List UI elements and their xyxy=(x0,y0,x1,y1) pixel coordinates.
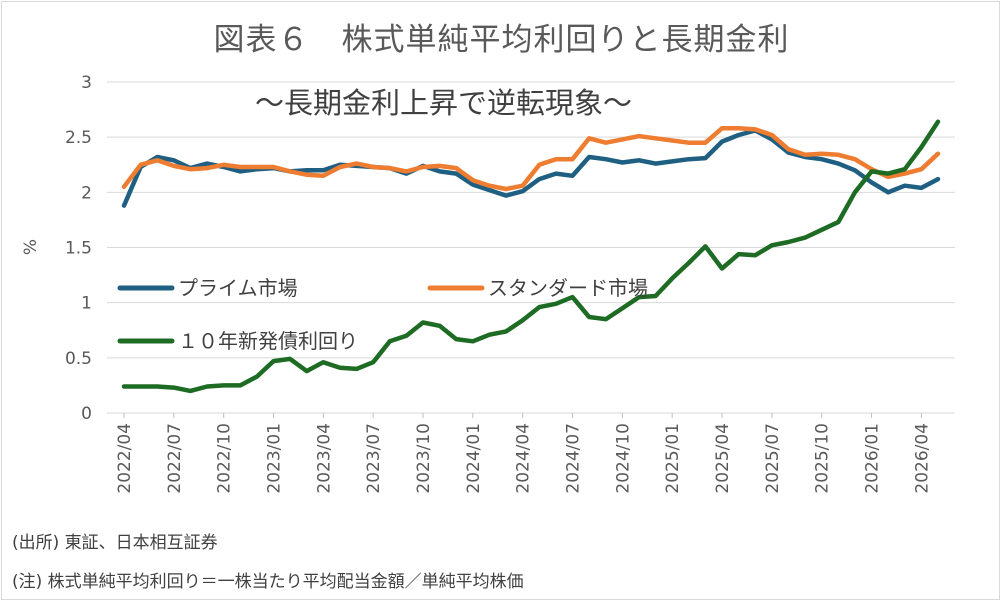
chart-title: 図表６ 株式単純平均利回りと長期金利 xyxy=(213,22,790,58)
source-note: (出所) 東証、日本相互証券 xyxy=(12,533,218,553)
y-tick-label: 0 xyxy=(81,404,92,424)
x-tick-label: 2024/10 xyxy=(613,423,633,494)
legend-label: スタンダード市場 xyxy=(488,276,648,300)
y-tick-label: 1 xyxy=(81,294,92,314)
x-tick-label: 2023/04 xyxy=(314,423,334,494)
series-line-3 xyxy=(121,119,941,394)
x-tick-label: 2025/07 xyxy=(763,423,783,494)
x-tick-label: 2026/01 xyxy=(863,423,883,494)
y-tick-label: 2.5 xyxy=(65,128,92,148)
footnote: (注) 株式単純平均利回り＝一株当たり平均配当金額／単純平均株価 xyxy=(12,572,524,592)
y-tick-label: 1.5 xyxy=(65,239,92,259)
y-tick-label: 3 xyxy=(81,73,92,93)
series-line-2 xyxy=(121,126,941,192)
x-tick-label: 2025/10 xyxy=(813,423,833,494)
x-tick-label: 2025/04 xyxy=(713,423,733,494)
x-tick-label: 2023/01 xyxy=(265,423,285,494)
y-tick-label: 2 xyxy=(81,183,92,203)
x-tick-label: 2025/01 xyxy=(663,423,683,494)
legend-label: プライム市場 xyxy=(178,276,298,300)
legend-label: １０年新発債利回り xyxy=(178,329,358,353)
x-tick-label: 2023/07 xyxy=(364,423,384,494)
x-tick-label: 2023/10 xyxy=(414,423,434,494)
x-tick-label: 2022/10 xyxy=(215,423,235,494)
x-tick-label: 2026/04 xyxy=(912,423,932,494)
x-tick-label: 2024/07 xyxy=(564,423,584,494)
y-tick-label: 0.5 xyxy=(65,349,92,369)
chart-subtitle: ～長期金利上昇で逆転現象～ xyxy=(255,86,633,120)
x-tick-label: 2022/04 xyxy=(115,423,135,494)
x-tick-label: 2024/04 xyxy=(514,423,534,494)
y-axis-label: % xyxy=(21,239,41,255)
x-tick-label: 2022/07 xyxy=(165,423,185,494)
x-tick-label: 2024/01 xyxy=(464,423,484,494)
